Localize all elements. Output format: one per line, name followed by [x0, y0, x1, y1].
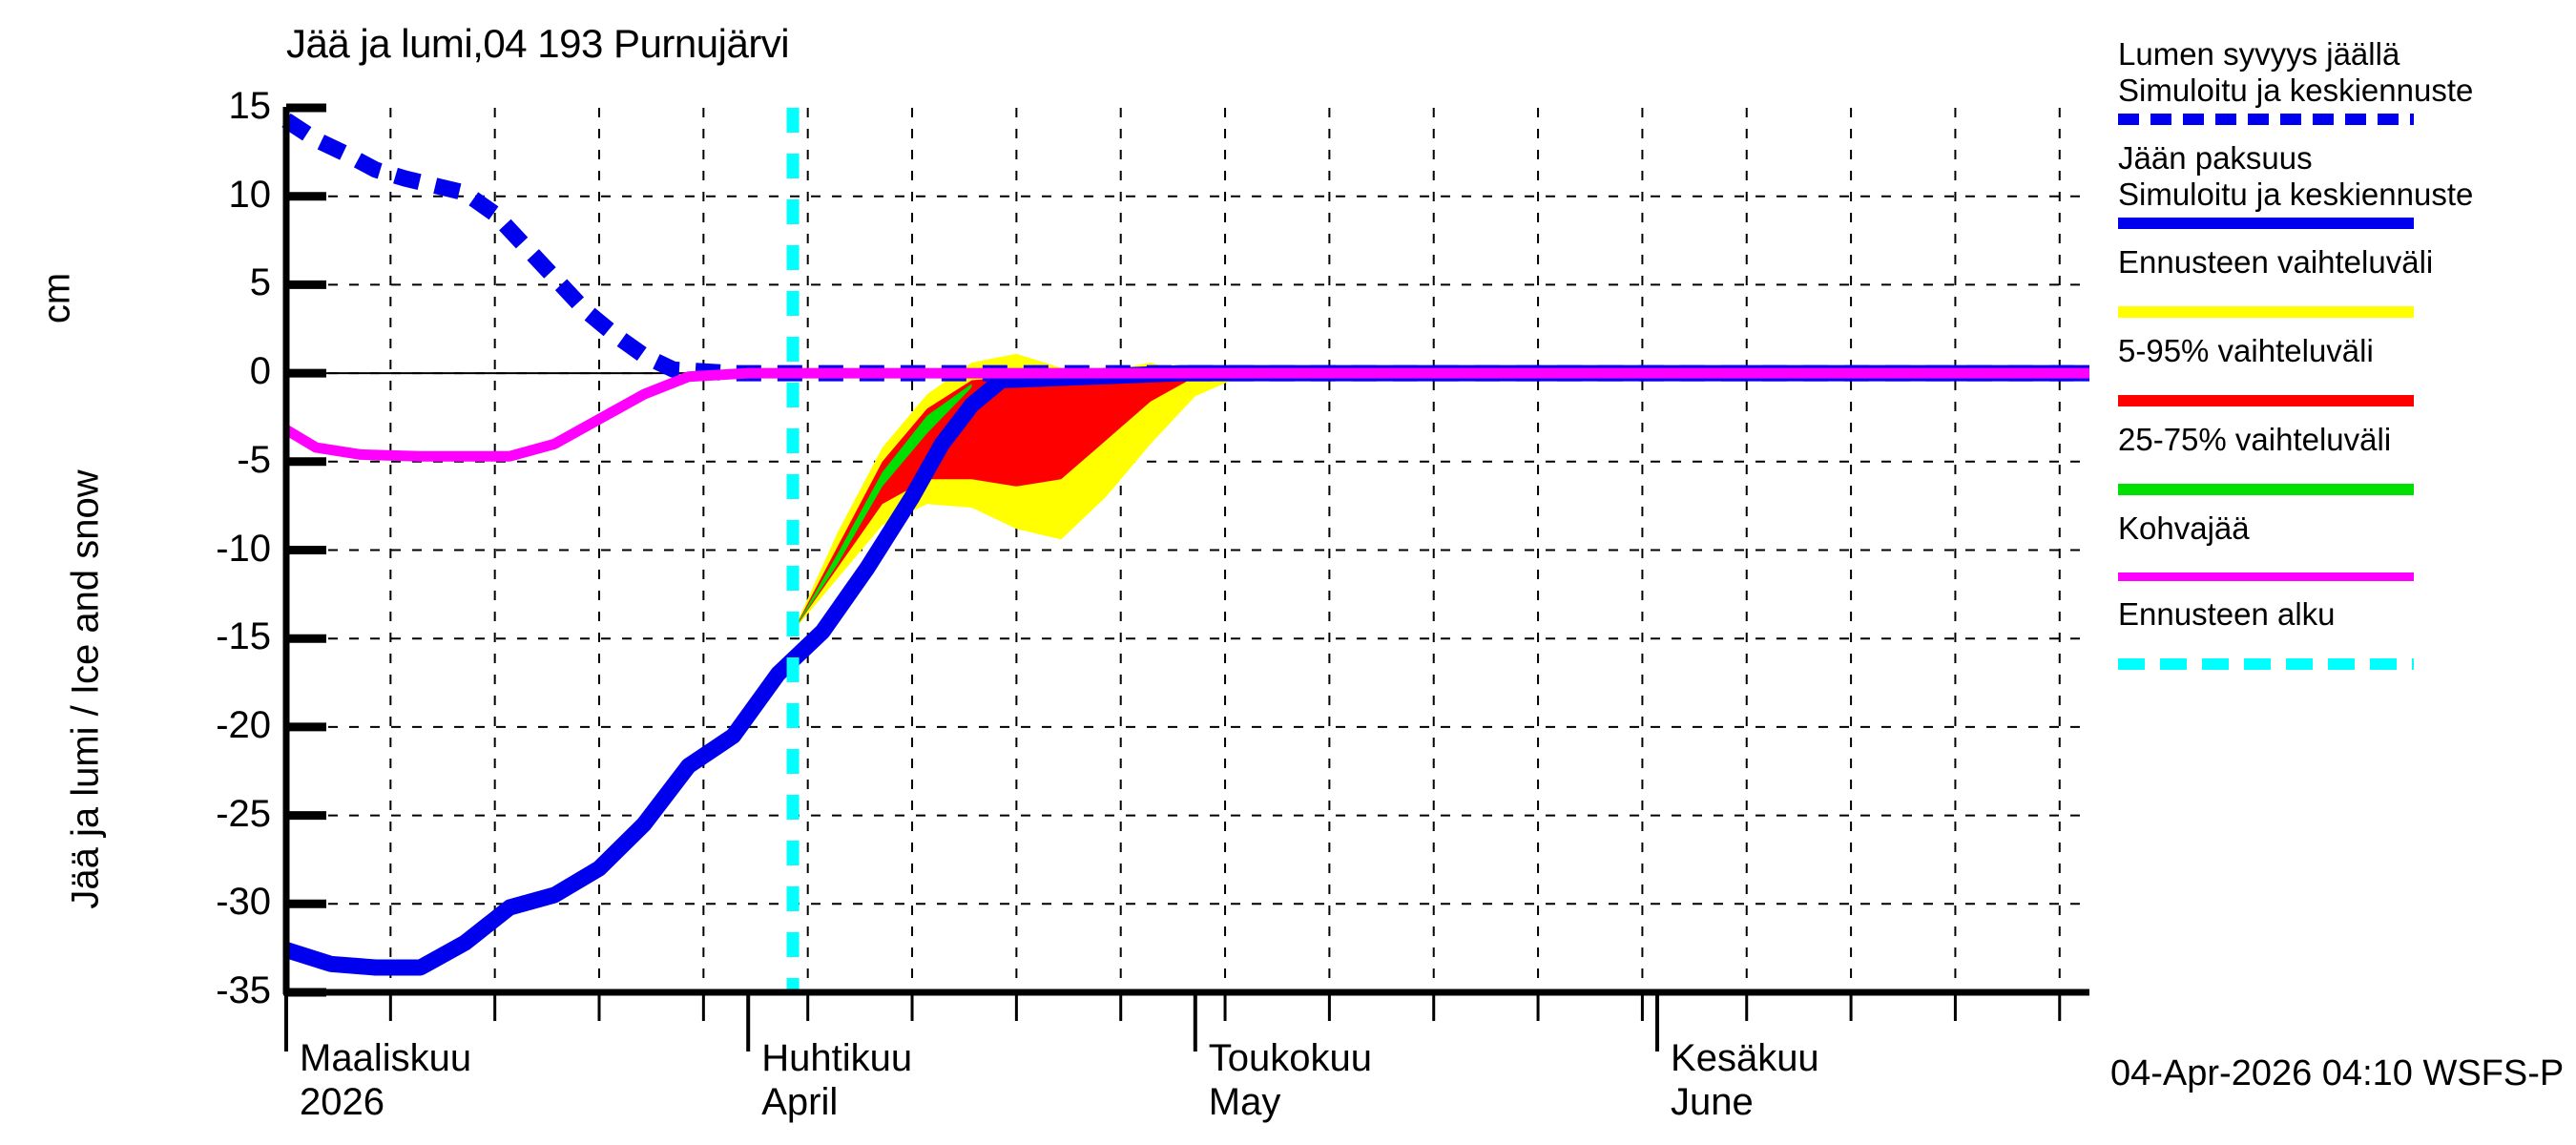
x-tick-label-en: June	[1671, 1081, 1754, 1123]
legend-item-label: Ennusteen alku	[2118, 596, 2336, 632]
legend-item-spacer	[2118, 547, 2566, 568]
x-tick-label: Maaliskuu 2026	[300, 1036, 471, 1124]
legend-item-label: Jään paksuus	[2118, 140, 2313, 176]
legend-item-1: Lumen syvyys jäällä Simuloitu ja keskienn…	[2118, 36, 2566, 125]
y-tick-label: 10	[228, 173, 272, 216]
legend-swatch-yellow-band	[2118, 306, 2414, 318]
legend-item-4: 5-95% vaihteluväli	[2118, 333, 2566, 406]
page-title: Jää ja lumi,04 193 Purnujärvi	[286, 21, 790, 66]
legend-item-label: 25-75% vaihteluväli	[2118, 422, 2392, 457]
legend-item-spacer	[2118, 458, 2566, 479]
y-tick-label: 15	[228, 85, 272, 127]
legend-item-spacer	[2118, 369, 2566, 390]
x-tick-label: Huhtikuu April	[761, 1036, 912, 1124]
x-tick-label: Toukokuu May	[1209, 1036, 1372, 1124]
legend-item-label: Kohvajää	[2118, 510, 2250, 546]
legend-item-6: Kohvajää	[2118, 510, 2566, 581]
data-series	[281, 113, 2089, 976]
series-1	[281, 113, 2089, 382]
legend-item-sublabel: Simuloitu ja keskiennuste	[2118, 177, 2474, 212]
legend-swatch-cyan-dashed-line	[2118, 658, 2414, 670]
axis-tick-marks	[284, 103, 2062, 1051]
legend-item-sublabel: Simuloitu ja keskiennuste	[2118, 73, 2474, 108]
x-tick-label-fi: Maaliskuu	[300, 1037, 472, 1079]
legend-item-spacer	[2118, 281, 2566, 302]
legend-item-spacer	[2118, 633, 2566, 654]
legend-swatch-green-band	[2118, 484, 2414, 495]
y-tick-label: 5	[249, 261, 271, 304]
x-tick-label-fi: Huhtikuu	[761, 1037, 913, 1079]
legend-item-label: 5-95% vaihteluväli	[2118, 333, 2374, 368]
legend-swatch-magenta-line	[2118, 572, 2414, 581]
forecast-bands	[793, 353, 1240, 632]
legend-item-2: Jään paksuus Simuloitu ja keskiennuste	[2118, 140, 2566, 229]
series-2	[283, 364, 2089, 976]
y-axis-unit: cm	[35, 272, 78, 324]
x-tick-label-fi: Toukokuu	[1208, 1037, 1373, 1079]
grid-lines	[286, 108, 2089, 992]
chart-legend: Lumen syvyys jäällä Simuloitu ja keskienn…	[2118, 36, 2566, 685]
y-axis-label-group: Jää ja lumi / Ice and snow cm	[0, 0, 114, 1002]
y-tick-label: 0	[249, 350, 271, 393]
forecast-band-0	[793, 353, 1240, 632]
y-tick-label: -20	[216, 703, 271, 746]
legend-item-5: 25-75% vaihteluväli	[2118, 422, 2566, 495]
y-tick-label: -35	[216, 969, 271, 1011]
legend-item-7: Ennusteen alku	[2118, 596, 2566, 670]
series-3	[283, 367, 2089, 462]
x-tick-label-en: 2026	[300, 1081, 384, 1123]
legend-item-label: Lumen syvyys jäällä	[2118, 36, 2400, 72]
y-tick-label: -30	[216, 881, 271, 924]
legend-item-3: Ennusteen vaihteluväli	[2118, 244, 2566, 318]
legend-swatch-blue-solid-line	[2118, 218, 2414, 229]
x-tick-label-en: May	[1208, 1081, 1281, 1123]
x-tick-label-fi: Kesäkuu	[1671, 1037, 1819, 1079]
y-tick-label: -15	[216, 615, 271, 658]
x-tick-label: Kesäkuu June	[1671, 1036, 1819, 1124]
y-tick-label: -25	[216, 792, 271, 835]
y-tick-label: -5	[237, 438, 271, 481]
forecast-band-1	[793, 375, 1195, 632]
legend-swatch-red-band	[2118, 395, 2414, 406]
legend-item-label: Ennusteen vaihteluväli	[2118, 244, 2434, 280]
timestamp-stamp: 04-Apr-2026 04:10 WSFS-P	[2110, 1053, 2565, 1093]
legend-swatch-blue-dashed-line	[2118, 114, 2414, 125]
x-tick-label-en: April	[761, 1081, 839, 1123]
y-tick-label: -10	[216, 527, 271, 570]
y-axis-label: Jää ja lumi / Ice and snow	[64, 469, 107, 909]
